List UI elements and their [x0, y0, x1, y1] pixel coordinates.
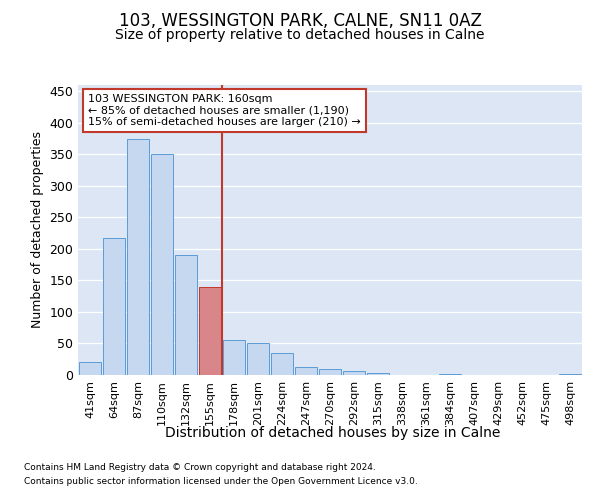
Bar	[295, 368, 317, 375]
Bar	[247, 344, 269, 375]
Bar	[103, 238, 125, 375]
Text: Contains HM Land Registry data © Crown copyright and database right 2024.: Contains HM Land Registry data © Crown c…	[24, 464, 376, 472]
Text: 103, WESSINGTON PARK, CALNE, SN11 0AZ: 103, WESSINGTON PARK, CALNE, SN11 0AZ	[119, 12, 481, 30]
Bar	[343, 370, 365, 375]
Bar	[439, 374, 461, 375]
Bar	[559, 374, 581, 375]
Bar	[151, 154, 173, 375]
Bar	[223, 340, 245, 375]
Text: Distribution of detached houses by size in Calne: Distribution of detached houses by size …	[166, 426, 500, 440]
Bar	[367, 373, 389, 375]
Y-axis label: Number of detached properties: Number of detached properties	[31, 132, 44, 328]
Bar	[127, 138, 149, 375]
Text: Contains public sector information licensed under the Open Government Licence v3: Contains public sector information licen…	[24, 477, 418, 486]
Bar	[175, 255, 197, 375]
Bar	[79, 362, 101, 375]
Text: Size of property relative to detached houses in Calne: Size of property relative to detached ho…	[115, 28, 485, 42]
Bar	[271, 353, 293, 375]
Text: 103 WESSINGTON PARK: 160sqm
← 85% of detached houses are smaller (1,190)
15% of : 103 WESSINGTON PARK: 160sqm ← 85% of det…	[88, 94, 361, 127]
Bar	[199, 286, 221, 375]
Bar	[319, 368, 341, 375]
